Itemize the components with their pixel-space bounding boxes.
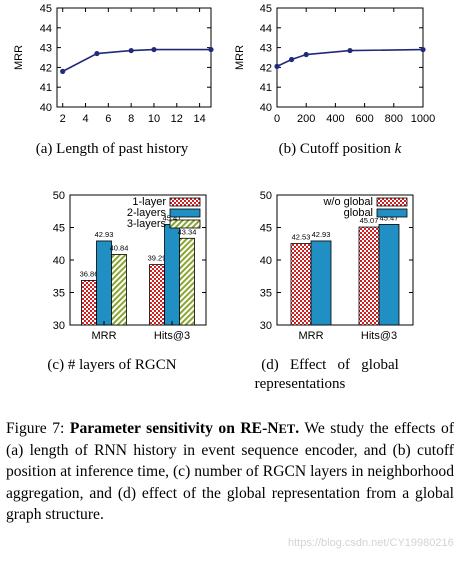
y-tick-label: 30: [53, 320, 65, 332]
figure-caption: Figure 7: Parameter sensitivity on RE-NE…: [6, 420, 455, 523]
x-tick-label: 6: [105, 113, 111, 125]
bar: [96, 240, 112, 326]
y-tick-label: 44: [40, 23, 52, 35]
figure-panels: 40 41 42 43 44 45 2 4 6 8 10 12 14 MRR 40 41 42 43 44 45 0 20…: [13, 3, 435, 392]
bar: [164, 224, 180, 326]
bar-chart-c: 30 35 40 45 50 36.86 42.93 40.84 MRR 39.29 45.47 43…: [53, 190, 207, 342]
data-label: 40.84: [110, 244, 129, 253]
line-chart-b: 40 41 42 43 44 45 0 200 400 600 800 1000 MRR: [234, 3, 435, 125]
bar: [111, 254, 127, 326]
y-tick-label: 45: [260, 223, 272, 235]
data-point: [94, 50, 100, 57]
data-label: 42.93: [312, 230, 331, 239]
y-tick-label: 43: [40, 43, 52, 55]
y-tick-label: 41: [40, 82, 52, 94]
legend-label: w/o global: [322, 196, 373, 208]
bar: [378, 224, 400, 326]
legend-swatch: [376, 208, 408, 218]
subcaption-c: (c) # layers of RGCN: [47, 357, 176, 373]
bar-chart-d: 30 35 40 45 50 42.53 42.93 MRR 45.07 45.47 Hits@3 w…: [260, 190, 414, 342]
y-tick-label: 50: [260, 190, 272, 202]
data-label: 45.07: [360, 216, 379, 225]
plot-frame: [276, 7, 424, 108]
y-tick-label: 40: [53, 255, 65, 267]
y-tick-label: 40: [260, 255, 272, 267]
legend-label: global: [344, 207, 373, 219]
data-label: 45.47: [380, 213, 399, 222]
subcaption-d-line1: (d) Effect of global: [261, 357, 399, 373]
y-tick-label: 45: [53, 223, 65, 235]
data-label: 42.53: [292, 233, 311, 242]
x-tick-label: Hits@3: [154, 330, 190, 342]
data-point: [303, 51, 309, 58]
data-point: [289, 56, 295, 63]
x-tick-label: 600: [355, 113, 373, 125]
data-point: [274, 63, 280, 70]
series-line: [62, 48, 211, 73]
data-point: [151, 46, 157, 53]
data-point: [347, 47, 353, 54]
y-axis-label: MRR: [234, 45, 246, 70]
plot-frame: [56, 7, 212, 108]
legend-swatch: [169, 197, 201, 207]
data-label: 36.86: [80, 269, 99, 278]
bar: [290, 243, 312, 326]
y-tick-label: 44: [260, 23, 272, 35]
bar: [81, 280, 97, 326]
x-tick-label: 2: [60, 113, 66, 125]
legend-swatch: [169, 208, 201, 218]
bar: [149, 264, 165, 326]
y-tick-label: 42: [40, 62, 52, 74]
bar: [358, 226, 380, 326]
x-tick-label: 0: [274, 113, 280, 125]
data-point: [60, 68, 66, 74]
y-tick-label: 35: [260, 288, 272, 300]
x-tick-label: 400: [326, 113, 344, 125]
bar: [310, 240, 332, 326]
y-tick-label: 45: [40, 3, 52, 15]
legend-label: 3-layers: [127, 218, 167, 230]
legend-swatch: [376, 197, 408, 207]
x-tick-label: 10: [148, 113, 160, 125]
x-tick-label: 14: [193, 113, 205, 125]
legend-label: 2-layers: [127, 207, 167, 219]
y-axis-label: MRR: [13, 45, 25, 70]
watermark: https://blog.csdn.net/CY19980216: [288, 537, 454, 549]
x-tick-label: 4: [82, 113, 88, 125]
bar: [179, 237, 195, 326]
data-label: 42.93: [95, 230, 114, 239]
data-point: [420, 46, 426, 53]
x-tick-label: 800: [385, 113, 403, 125]
x-tick-label: Hits@3: [361, 330, 397, 342]
legend-label: 1-layer: [132, 196, 166, 208]
subcaption-a: (a) Length of past history: [36, 141, 189, 157]
data-point: [208, 46, 214, 53]
subcaption-b: (b) Cutoff position k: [279, 141, 402, 157]
y-tick-label: 35: [53, 288, 65, 300]
data-label: 39.29: [148, 254, 167, 263]
x-tick-label: 1000: [411, 113, 435, 125]
data-label: 43.34: [178, 227, 197, 236]
y-tick-label: 43: [260, 43, 272, 55]
y-tick-label: 42: [260, 62, 272, 74]
x-tick-label: 12: [171, 113, 183, 125]
data-label: 45.47: [163, 213, 182, 222]
y-tick-label: 40: [40, 102, 52, 114]
y-tick-label: 41: [260, 82, 272, 94]
y-tick-label: 40: [260, 102, 272, 114]
legend-swatch: [169, 219, 201, 229]
x-tick-label: 200: [297, 113, 315, 125]
y-tick-label: 50: [53, 190, 65, 202]
data-point: [128, 47, 134, 54]
subcaption-d-line2: representations: [255, 376, 346, 392]
x-tick-label: 8: [128, 113, 134, 125]
y-tick-label: 30: [260, 320, 272, 332]
line-chart-a: 40 41 42 43 44 45 2 4 6 8 10 12 14 MRR: [13, 3, 214, 125]
y-tick-label: 45: [260, 3, 272, 15]
x-tick-label: MRR: [298, 330, 323, 342]
x-tick-label: MRR: [91, 330, 116, 342]
